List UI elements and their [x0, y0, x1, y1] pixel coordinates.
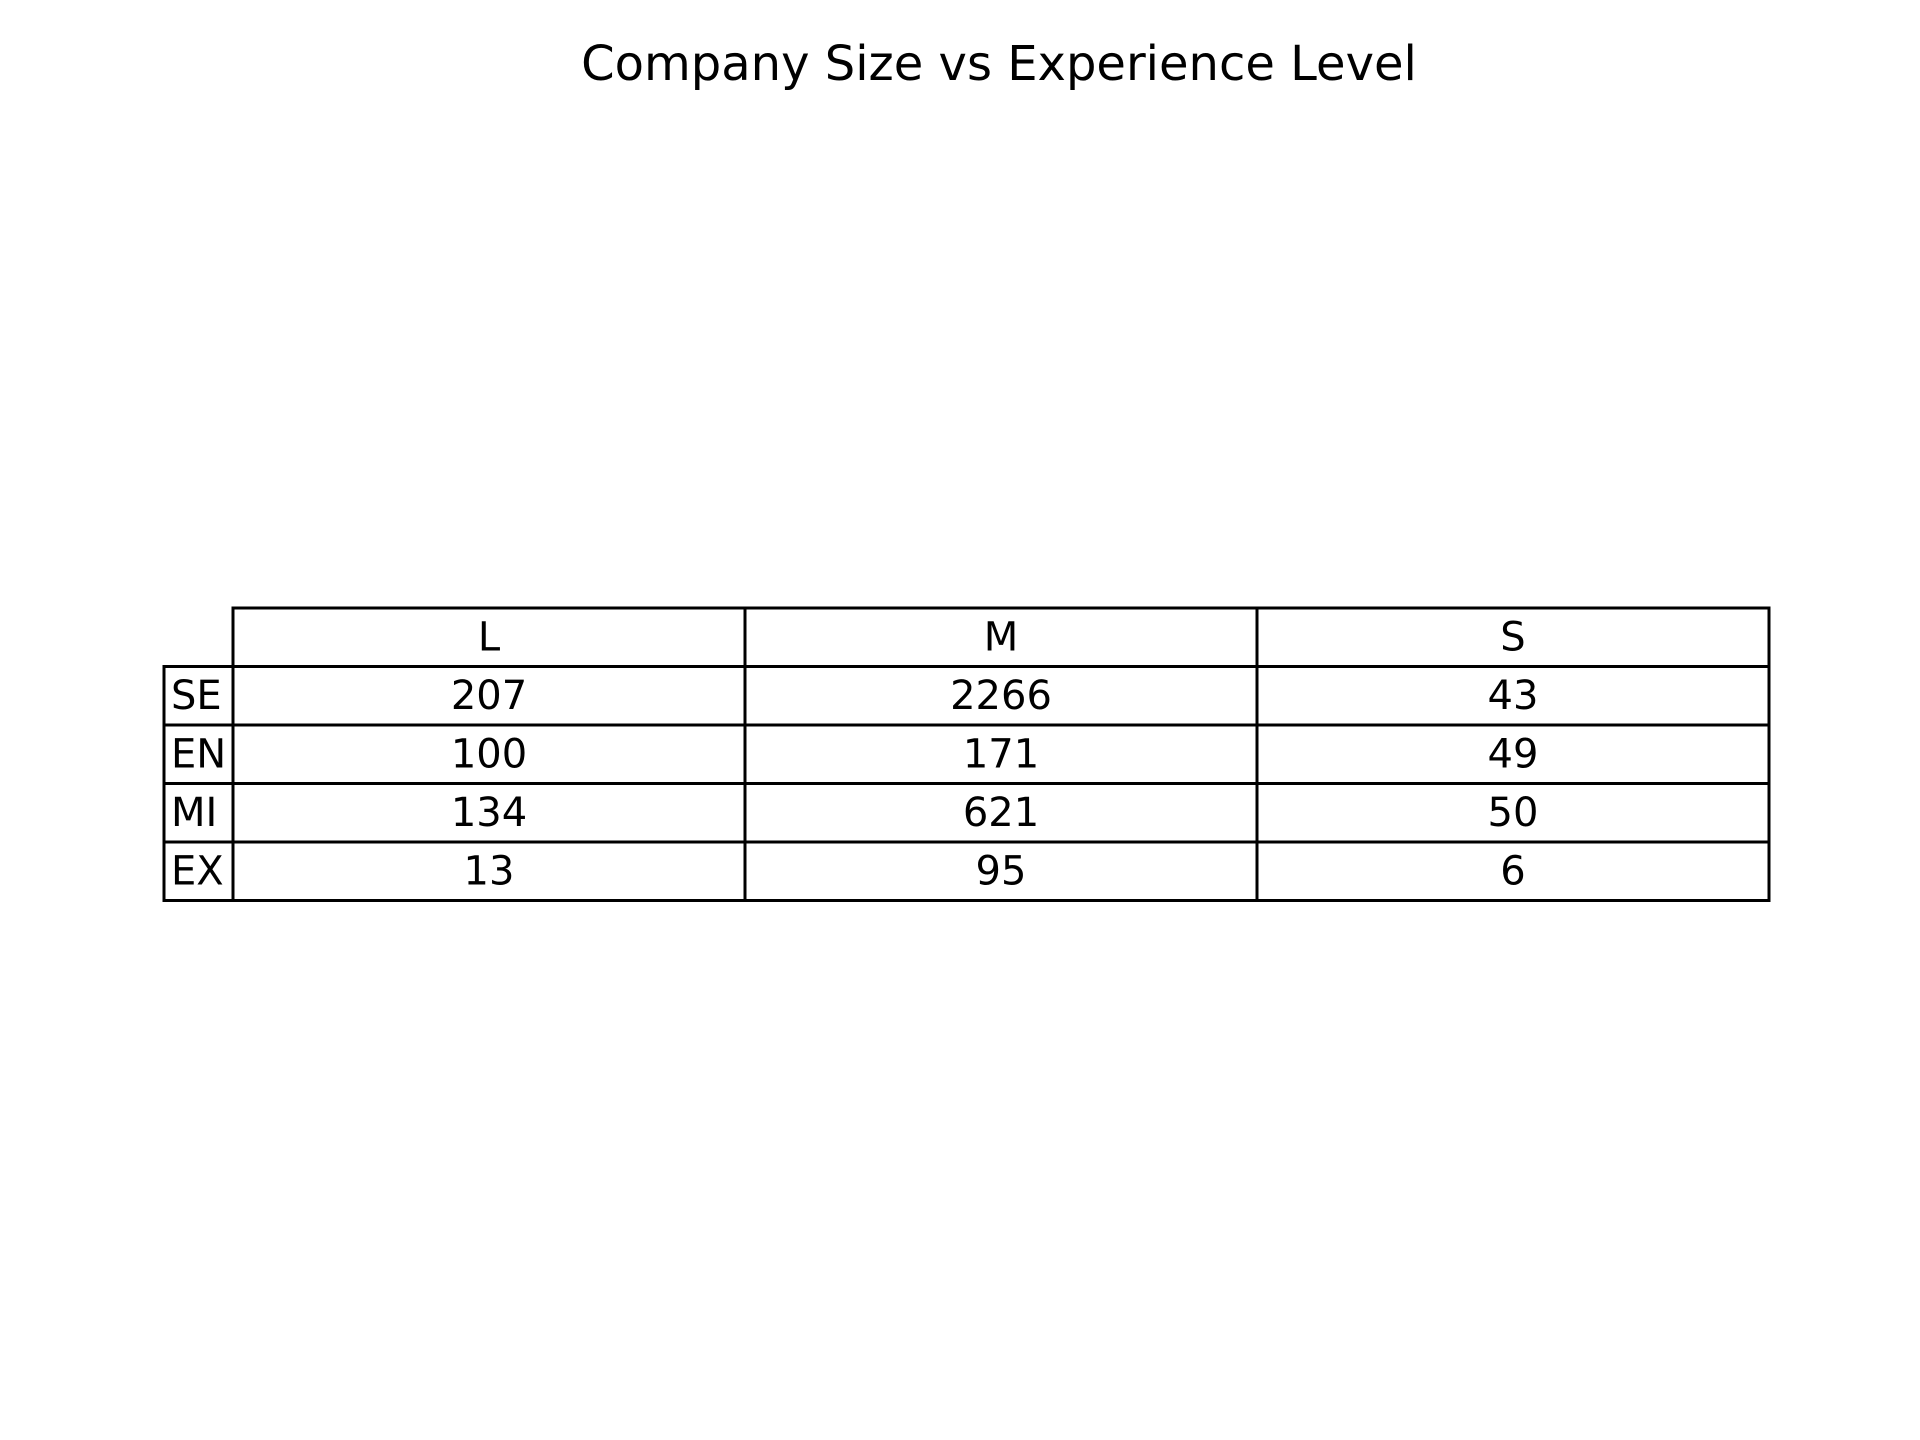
table-cell: [1255, 840, 1771, 902]
row-header-MI: MI: [171, 790, 217, 836]
row-header-EN: EN: [171, 731, 226, 777]
table-cell-value: 171: [963, 731, 1039, 777]
table-cell-value: 6: [1500, 848, 1525, 894]
table-cell-value: 13: [464, 848, 515, 894]
table-cell-value: 207: [451, 673, 527, 719]
column-header-S: S: [1500, 614, 1525, 660]
column-header-M: M: [984, 614, 1019, 660]
table-cell-value: 43: [1488, 673, 1539, 719]
table-grid: [162, 606, 1771, 902]
table-text: L M S SE 207 2266 43 EN 100 171 49 MI 134 621 50 EX 13 95…: [171, 614, 1538, 894]
table-cell-value: 100: [451, 731, 527, 777]
table-cell-value: 621: [963, 790, 1039, 836]
row-header-EX: EX: [171, 848, 224, 894]
chart-title: Company Size vs Experience Level: [581, 36, 1417, 92]
table-cell-value: 95: [976, 848, 1027, 894]
table-cell-value: 134: [451, 790, 527, 836]
table-cell-value: 2266: [950, 673, 1052, 719]
column-header-L: L: [478, 614, 501, 660]
row-header-SE: SE: [171, 673, 222, 719]
table-cell-value: 50: [1488, 790, 1539, 836]
table-cell-value: 49: [1488, 731, 1539, 777]
